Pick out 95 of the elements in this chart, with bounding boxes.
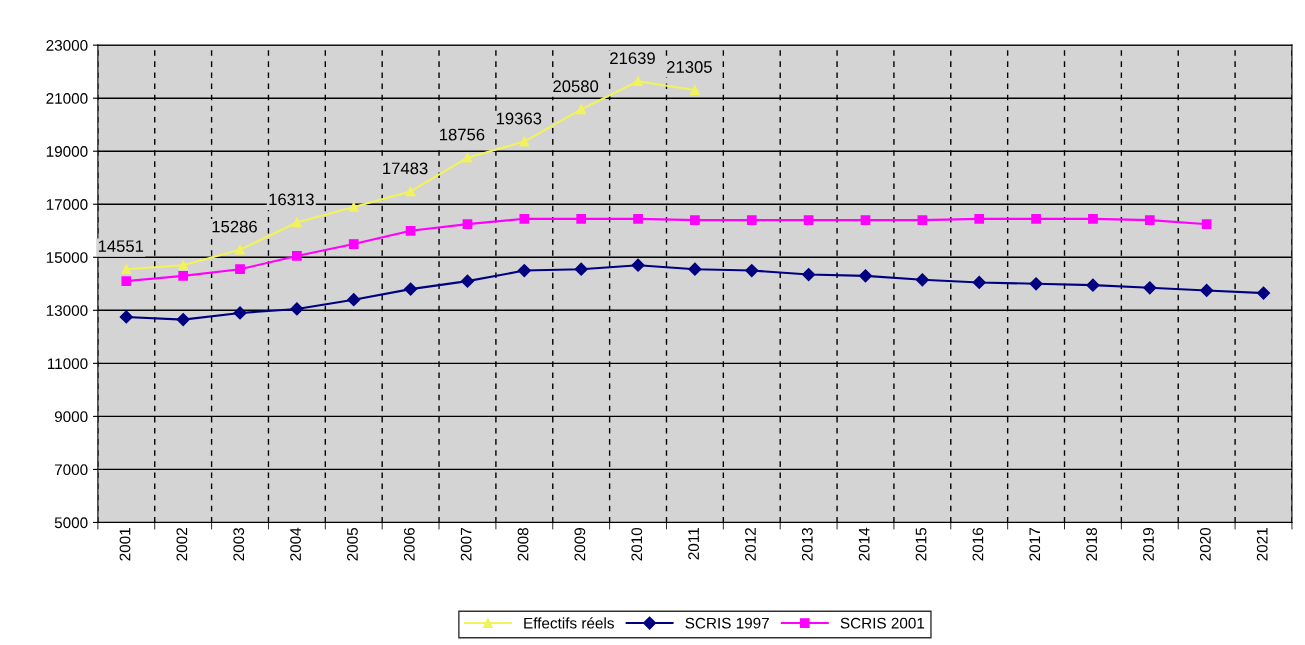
point xyxy=(121,264,132,275)
point xyxy=(1029,277,1043,291)
point xyxy=(404,282,418,296)
point xyxy=(1143,281,1157,295)
y-tick-label: 11000 xyxy=(47,358,88,370)
x-tick-label: 2002 xyxy=(176,528,188,561)
x-tick-label: 2013 xyxy=(801,527,813,561)
y-tick-label: 21000 xyxy=(46,93,88,104)
point xyxy=(1031,213,1041,224)
point xyxy=(1256,286,1271,300)
point xyxy=(1200,283,1214,298)
y-tick-label: 17000 xyxy=(46,199,88,210)
point xyxy=(292,217,302,228)
point xyxy=(460,274,475,288)
point xyxy=(1201,219,1212,229)
x-tick-label: 2001 xyxy=(119,528,131,561)
point xyxy=(1144,215,1155,226)
legend-label: SCRIS 1997 xyxy=(685,617,769,629)
point xyxy=(176,313,190,327)
x-tick-label: 2015 xyxy=(915,527,927,561)
x-tick-label: 2010 xyxy=(631,527,643,561)
point xyxy=(972,275,986,290)
y-tick-label: 9000 xyxy=(54,411,88,423)
point xyxy=(574,262,588,276)
legend-label: Effectifs réels xyxy=(524,617,614,629)
x-tick-label: 2014 xyxy=(858,527,870,561)
point xyxy=(121,276,132,287)
y-tick-label: 19000 xyxy=(46,146,88,157)
point xyxy=(858,269,873,283)
x-tick-label: 2003 xyxy=(233,527,245,561)
x-tick-label: 2006 xyxy=(403,527,415,561)
point xyxy=(576,213,587,224)
point xyxy=(1086,278,1100,292)
x-tick-label: 2016 xyxy=(972,527,984,561)
y-tick-label: 23000 xyxy=(46,40,88,51)
point xyxy=(803,215,814,226)
x-tick-label: 2020 xyxy=(1199,527,1211,561)
x-tick-label: 2011 xyxy=(688,528,700,560)
point xyxy=(178,270,189,281)
x-tick-label: 2009 xyxy=(574,528,586,561)
point xyxy=(519,213,530,224)
data-label: 14551 xyxy=(98,240,144,253)
point xyxy=(633,213,643,224)
point xyxy=(119,310,133,324)
point xyxy=(348,239,359,249)
point xyxy=(462,219,473,229)
point xyxy=(917,215,928,226)
data-label: 18756 xyxy=(440,128,485,141)
x-tick-label: 2019 xyxy=(1143,528,1154,561)
data-label: 20580 xyxy=(553,80,599,93)
point xyxy=(292,251,302,261)
point xyxy=(802,267,816,282)
y-tick-label: 7000 xyxy=(54,464,88,476)
x-tick-label: 2004 xyxy=(290,527,301,561)
point xyxy=(974,213,985,224)
point xyxy=(178,260,189,271)
point xyxy=(405,225,416,236)
x-tick-label: 2012 xyxy=(745,528,756,561)
point xyxy=(235,264,245,275)
x-tick-label: 2007 xyxy=(460,528,472,561)
data-label: 21639 xyxy=(610,52,655,65)
point xyxy=(690,215,700,226)
point xyxy=(690,85,700,95)
point xyxy=(631,258,645,272)
legend-label: SCRIS 2001 xyxy=(840,617,925,629)
point xyxy=(233,306,247,320)
y-tick-label: 15000 xyxy=(46,252,88,263)
x-tick-label: 2017 xyxy=(1029,528,1041,561)
point xyxy=(746,215,757,226)
point xyxy=(235,244,245,255)
data-label: 21305 xyxy=(667,61,712,73)
y-tick-label: 5000 xyxy=(54,517,88,529)
point xyxy=(348,202,359,212)
y-tick-label: 13000 xyxy=(46,305,88,316)
data-label: 19363 xyxy=(496,112,542,125)
data-label: 16313 xyxy=(269,193,314,206)
x-tick-label: 2008 xyxy=(517,527,529,561)
point xyxy=(688,262,702,276)
point xyxy=(1088,213,1098,224)
data-label: 17483 xyxy=(383,162,428,175)
point xyxy=(745,263,759,278)
x-tick-label: 2005 xyxy=(347,527,358,561)
x-tick-label: 2021 xyxy=(1256,528,1268,561)
x-tick-label: 2018 xyxy=(1086,527,1098,561)
point xyxy=(405,186,416,197)
point xyxy=(915,273,929,287)
point xyxy=(290,302,304,316)
point xyxy=(633,76,643,87)
point xyxy=(576,104,587,115)
point xyxy=(462,152,473,163)
data-label: 15286 xyxy=(212,220,257,233)
point xyxy=(347,293,361,307)
point xyxy=(517,263,531,278)
point xyxy=(860,215,871,226)
point xyxy=(519,136,530,147)
